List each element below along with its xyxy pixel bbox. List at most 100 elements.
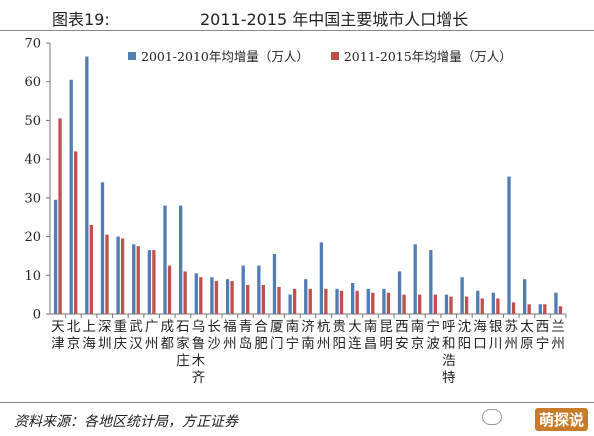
chart-area: 0 10 20 30 40 50 60 70 天津 北京 上海 深圳 重庆 武汉 广州 成都 石家庄 乌鲁木齐 长沙… [0, 31, 594, 401]
bar-2011-2015 [449, 296, 453, 314]
bar-2001-2010 [476, 290, 480, 314]
bar-2001-2010 [366, 288, 370, 314]
legend-item-series-1: 2001-2010年均增量（万人） [128, 46, 309, 65]
y-tick-label: 30 [24, 191, 41, 206]
x-tick-label: 兰州 [551, 319, 565, 352]
bar-2011-2015 [292, 288, 297, 314]
x-tick-label: 天津 [51, 319, 65, 352]
bar-2001-2010 [132, 244, 136, 314]
x-tick-label: 广州 [145, 319, 159, 352]
x-tick-label: 太原 [520, 319, 534, 352]
bar-2011-2015 [527, 304, 531, 314]
bar-2001-2010 [210, 277, 214, 314]
bar-2001-2010 [288, 294, 292, 314]
bar-2001-2010 [194, 273, 198, 314]
bar-2011-2015 [558, 306, 563, 314]
x-tick-label: 海口 [473, 319, 487, 352]
bar-2011-2015 [214, 281, 219, 314]
bar-2001-2010 [179, 205, 183, 314]
y-tick-label: 0 [33, 308, 41, 323]
bar-2011-2015 [464, 296, 469, 314]
x-tick-label: 贵阳 [333, 319, 347, 352]
legend-label-series-1: 2001-2010年均增量（万人） [141, 49, 309, 64]
bar-2001-2010 [147, 250, 152, 314]
bar-2001-2010 [69, 79, 73, 315]
x-tick-label: 杭州 [317, 319, 331, 352]
x-tick-label: 南京 [411, 319, 425, 352]
x-tick-label: 长沙 [207, 319, 221, 352]
y-tick-label: 50 [24, 114, 41, 129]
wechat-icon [482, 409, 502, 425]
bar-2011-2015 [543, 304, 547, 314]
x-tick-label: 成都 [161, 319, 175, 352]
x-tick-label: 宁波 [426, 318, 440, 352]
bar-2001-2010 [335, 288, 339, 314]
x-tick-label: 沈阳 [458, 319, 472, 352]
source-note: 资料来源：各地区统计局，方正证券 [14, 414, 238, 430]
bar-2001-2010 [100, 182, 105, 314]
bar-2001-2010 [507, 176, 511, 314]
bar-2001-2010 [382, 288, 386, 314]
bar-2011-2015 [230, 281, 234, 314]
bar-2001-2010 [554, 292, 558, 314]
legend-swatch-series-2 [330, 51, 339, 60]
bar-2011-2015 [89, 224, 93, 314]
x-tick-label: 银川 [489, 319, 503, 352]
bar-2011-2015 [511, 302, 516, 314]
legend-item-series-2: 2011-2015年均增量（万人） [330, 46, 512, 65]
x-tick-label: 福州 [223, 319, 237, 352]
bar-2011-2015 [308, 288, 312, 314]
bar-2011-2015 [480, 298, 484, 314]
bar-2001-2010 [460, 277, 464, 314]
bar-2001-2010 [444, 294, 449, 314]
bar-2001-2010 [523, 279, 527, 314]
figure-header: 图表19: 2011-2015 年中国主要城市人口增长 [0, 0, 594, 31]
bar-2001-2010 [241, 265, 245, 314]
x-tick-label: 大连 [348, 319, 362, 352]
x-tick-label: 深圳 [98, 319, 112, 352]
x-tick-label: 呼和浩特 [442, 319, 456, 386]
x-tick-label: 乌鲁木齐 [192, 319, 206, 386]
watermark-logo: 萌探说 [534, 408, 588, 431]
bar-2011-2015 [277, 286, 281, 314]
bar-2001-2010 [272, 253, 277, 314]
bar-2001-2010 [491, 292, 496, 314]
bar-2011-2015 [355, 290, 359, 314]
bar-2011-2015 [418, 294, 422, 314]
bar-2001-2010 [53, 199, 58, 314]
x-tick-label: 武汉 [129, 319, 143, 352]
x-tick-label: 南昌 [364, 319, 378, 352]
bar-2011-2015 [246, 284, 250, 314]
y-tick-label: 20 [24, 230, 41, 245]
bar-2001-2010 [351, 283, 355, 314]
y-tick-label: 10 [24, 269, 41, 284]
bar-2001-2010 [429, 250, 433, 314]
bar-2011-2015 [183, 271, 187, 314]
legend-swatch-series-1 [128, 51, 136, 60]
x-tick-label: 西宁 [536, 319, 550, 352]
bar-2011-2015 [386, 292, 391, 314]
bar-2001-2010 [116, 236, 120, 314]
figure-label: 图表19: [52, 10, 110, 29]
bar-2011-2015 [74, 151, 78, 314]
bar-2001-2010 [163, 205, 167, 314]
chart-title: 2011-2015 年中国主要城市人口增长 [200, 10, 469, 29]
bar-2011-2015 [152, 250, 156, 314]
bar-2001-2010 [304, 279, 308, 314]
source-bar: 资料来源：各地区统计局，方正证券 萌探说 [0, 402, 594, 436]
chart-legend: 2001-2010年均增量（万人） 2011-2015年均增量（万人） [128, 46, 530, 65]
bar-2001-2010 [319, 242, 324, 314]
x-tick-label: 重庆 [114, 319, 128, 352]
x-tick-label: 合肥 [254, 319, 268, 352]
bar-2011-2015 [199, 277, 203, 314]
bar-2001-2010 [413, 244, 417, 314]
bar-2001-2010 [85, 56, 89, 315]
x-tick-label: 苏州 [505, 319, 519, 352]
bar-2011-2015 [339, 290, 344, 314]
bar-2011-2015 [120, 238, 125, 314]
legend-label-series-2: 2011-2015年均增量（万人） [343, 49, 512, 64]
bar-2001-2010 [225, 279, 230, 314]
x-tick-label: 石家庄 [176, 319, 190, 369]
x-tick-label: 济南 [301, 319, 315, 352]
bar-2001-2010 [257, 265, 261, 314]
